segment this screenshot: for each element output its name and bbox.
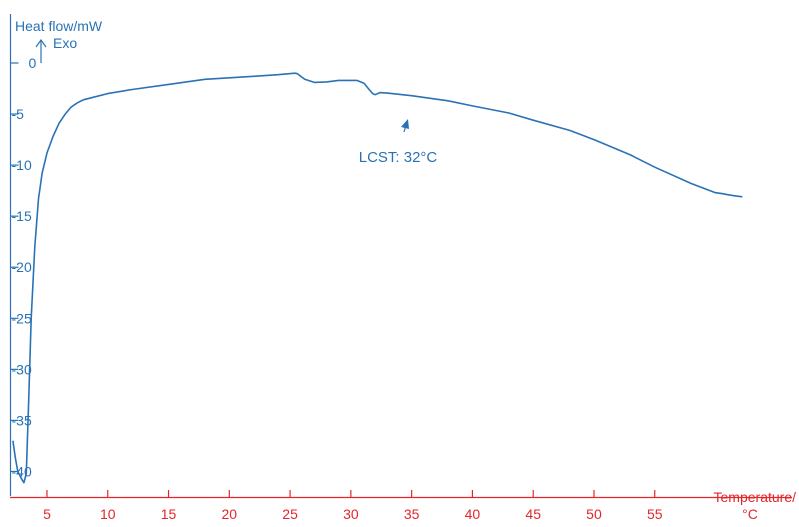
heat-flow-curve <box>12 72 743 484</box>
y-ticks: 0 -5 -10 -15 -20 -25 -30 -35 -40 <box>10 55 37 479</box>
lcst-annotation: LCST: 32°C <box>359 149 438 166</box>
x-ticks: 5 10 15 20 25 30 35 40 45 50 55 <box>43 490 663 522</box>
y-tick-label: -35 <box>12 412 32 428</box>
y-tick-label: -20 <box>12 259 32 275</box>
exo-arrow-icon <box>35 38 47 63</box>
y-tick-label: -5 <box>12 106 25 122</box>
y-tick-label: -25 <box>12 310 32 326</box>
lcst-arrow-icon <box>401 119 409 133</box>
y-tick-label: -15 <box>12 208 32 224</box>
x-axis-title-line2: °C <box>742 506 758 522</box>
exo-label: Exo <box>53 35 77 51</box>
x-tick-label: 35 <box>404 506 420 522</box>
x-tick-label: 10 <box>100 506 116 522</box>
x-tick-label: 15 <box>161 506 177 522</box>
y-axis-title: Heat flow/mW <box>15 18 103 34</box>
y-tick-label: 0 <box>29 55 37 71</box>
x-tick-label: 30 <box>343 506 359 522</box>
x-tick-label: 20 <box>222 506 238 522</box>
x-tick-label: 25 <box>282 506 298 522</box>
x-tick-label: 5 <box>43 506 51 522</box>
x-axis-title-line1: Temperature/ <box>714 489 797 505</box>
x-tick-label: 45 <box>525 506 541 522</box>
y-tick-label: -30 <box>12 361 32 377</box>
x-tick-label: 40 <box>465 506 481 522</box>
y-tick-label: -40 <box>12 463 32 479</box>
y-tick-label: -10 <box>12 157 32 173</box>
x-tick-label: 55 <box>647 506 663 522</box>
x-tick-label: 50 <box>586 506 602 522</box>
